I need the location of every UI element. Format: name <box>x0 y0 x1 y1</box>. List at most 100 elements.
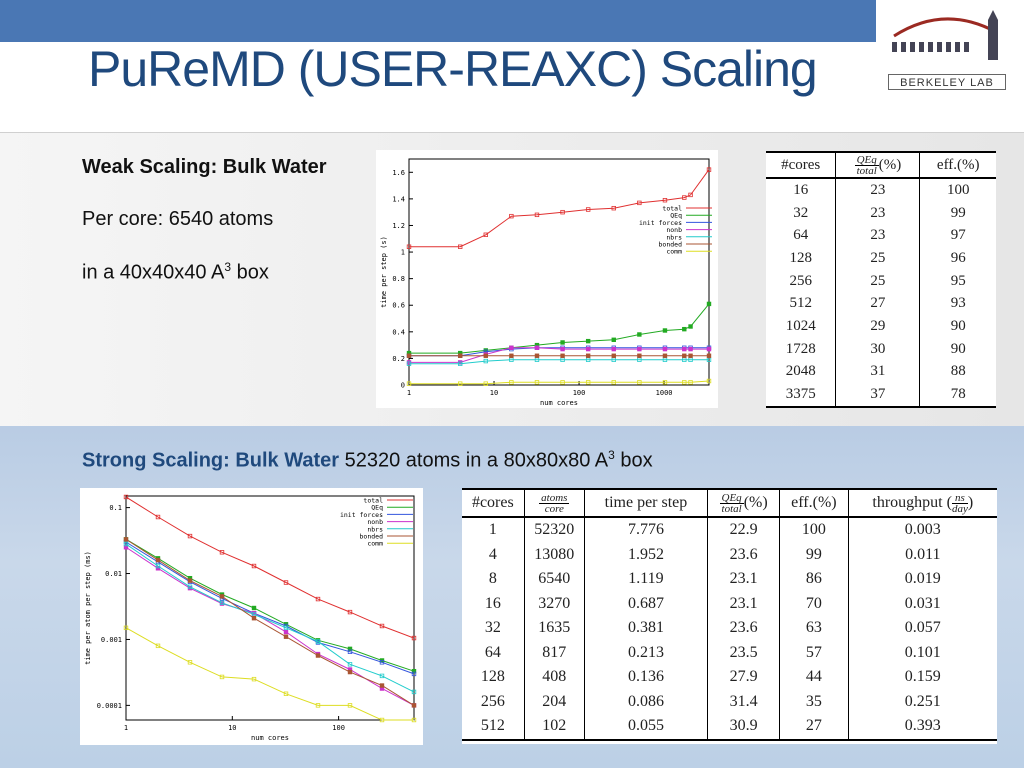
data-point <box>155 563 161 569</box>
strong-cell: 408 <box>524 665 585 690</box>
y-tick-label: 1.2 <box>392 222 405 230</box>
data-point <box>347 662 353 667</box>
strong-scaling-table: #cores atoms core time per step QEq total(… <box>462 488 997 744</box>
data-point <box>483 353 488 358</box>
strong-cell: 13080 <box>524 542 585 567</box>
data-point <box>706 167 712 172</box>
y-tick-label: 0.001 <box>101 636 122 644</box>
strong-row: 16 3270 0.687 23.1 70 0.031 <box>462 591 997 616</box>
weak-row: 64 23 97 <box>766 224 996 248</box>
strong-cell: 100 <box>779 517 849 543</box>
data-point <box>219 674 225 680</box>
data-point <box>662 353 668 358</box>
strong-cell: 16 <box>462 591 525 616</box>
data-point <box>411 717 417 723</box>
weak-cell: 1024 <box>766 315 837 338</box>
strong-cell: 99 <box>779 542 849 567</box>
legend-label: QEq <box>371 504 383 512</box>
weak-row: 256 25 95 <box>766 269 996 293</box>
data-point <box>187 584 193 589</box>
strong-cell: 0.101 <box>904 643 941 661</box>
top-accent-bar <box>0 0 876 42</box>
weak-cell: 32 <box>766 201 837 225</box>
data-point <box>155 557 161 563</box>
weak-cell: 99 <box>950 204 966 221</box>
data-point <box>706 353 712 358</box>
weak-cell: 2048 <box>766 360 837 384</box>
data-point <box>406 244 412 249</box>
weak-cell: 3375 <box>766 383 837 407</box>
series-line-total <box>125 496 415 639</box>
strong-cell: 23.6 <box>707 616 781 641</box>
data-point <box>585 346 591 352</box>
y-tick-label: 1.4 <box>392 195 405 203</box>
weak-row: 32 23 99 <box>766 201 996 225</box>
strong-cell: 0.159 <box>904 668 941 686</box>
data-point <box>637 353 642 358</box>
series-line-comm <box>409 380 710 385</box>
data-point <box>315 703 321 708</box>
x-tick-label: 1 <box>407 389 411 397</box>
data-point <box>611 205 616 211</box>
data-point <box>534 353 540 358</box>
data-point <box>688 346 693 352</box>
data-point <box>406 353 412 358</box>
data-point <box>706 378 712 384</box>
data-point <box>457 353 463 358</box>
data-point <box>411 703 417 708</box>
weak-header-cores: #cores <box>766 152 837 178</box>
data-point <box>347 703 353 708</box>
y-tick-label: 0.01 <box>105 570 122 578</box>
data-point <box>585 353 591 358</box>
weak-cell: 16 <box>766 178 837 202</box>
data-point <box>611 337 616 342</box>
strong-row: 1 52320 7.776 22.9 100 0.003 <box>462 517 997 543</box>
data-point <box>706 346 712 352</box>
strong-cell: 0.393 <box>904 717 941 735</box>
data-point <box>457 361 463 366</box>
x-tick-label: 100 <box>332 724 345 732</box>
data-point <box>560 346 565 352</box>
strong-cell: 0.381 <box>584 616 708 641</box>
data-point <box>637 332 642 337</box>
data-point <box>483 381 488 386</box>
weak-cell: 128 <box>766 247 837 270</box>
y-tick-label: 0.2 <box>392 355 405 363</box>
weak-header-eff: eff.(%) <box>936 156 980 173</box>
strong-header-eff: eff.(%) <box>779 489 849 517</box>
weak-cell: 64 <box>766 224 837 248</box>
weak-cell: 23 <box>835 178 921 202</box>
data-point <box>283 580 289 585</box>
strong-row: 8 6540 1.119 23.1 86 0.019 <box>462 567 997 592</box>
data-point <box>379 673 385 679</box>
strong-cell: 1.119 <box>584 567 708 592</box>
strong-scaling-chart-svg: 1 10 100 0.0001 0.001 0.01 0.1 num cores time pe… <box>84 494 417 742</box>
y-axis-label: time per step (s) <box>380 236 388 308</box>
data-point <box>219 600 225 605</box>
strong-cell: 63 <box>779 616 849 641</box>
data-point <box>560 209 565 215</box>
data-point <box>187 660 193 665</box>
strong-cell: 0.687 <box>584 591 708 616</box>
strong-cell: 7.776 <box>584 517 708 543</box>
weak-cell: 30 <box>835 337 921 361</box>
strong-cell: 23.1 <box>707 567 781 592</box>
data-point <box>637 380 642 385</box>
weak-row: 1024 29 90 <box>766 315 996 338</box>
strong-cell: 102 <box>524 714 585 740</box>
strong-cell: 0.057 <box>904 619 941 637</box>
weak-cell: 1728 <box>766 337 837 361</box>
data-point <box>457 381 463 386</box>
data-point <box>411 668 417 674</box>
data-point <box>637 200 642 206</box>
data-point <box>560 353 565 358</box>
data-point <box>379 683 385 688</box>
weak-cell: 97 <box>950 227 966 244</box>
data-point <box>534 345 540 350</box>
weak-scaling-per-core: Per core: 6540 atoms <box>82 208 274 230</box>
strong-header-qeq: QEq total (%) <box>707 489 781 517</box>
data-point <box>534 380 540 385</box>
weak-cell: 90 <box>950 340 966 357</box>
strong-cell: 0.003 <box>904 521 941 539</box>
weak-cell: 31 <box>835 360 921 384</box>
